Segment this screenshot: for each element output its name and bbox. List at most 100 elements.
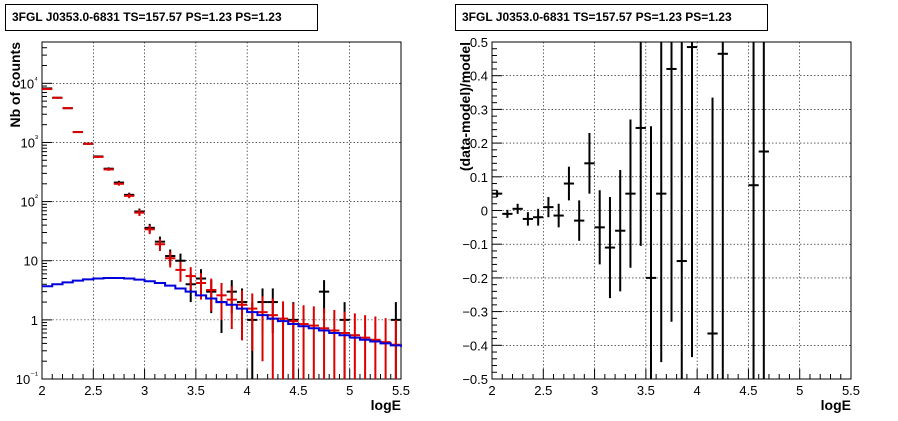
- data-point: [277, 301, 289, 379]
- data-point: [707, 97, 718, 379]
- y-axis-label: Nb of counts: [7, 42, 23, 128]
- y-tick-label: 10³: [21, 133, 38, 150]
- x-tick-label: 4.5: [289, 383, 307, 398]
- x-axis-label: logE: [821, 397, 851, 413]
- y-tick-label: 1: [31, 313, 38, 328]
- data-point: [645, 126, 657, 379]
- data-point: [492, 190, 503, 198]
- data-point: [62, 107, 73, 110]
- y-tick-label: 0.3: [470, 102, 488, 117]
- x-tick-label: 3.5: [187, 383, 205, 398]
- data-point: [584, 132, 595, 194]
- y-axis-label: (data-model)/model: [457, 42, 473, 171]
- data-point: [288, 303, 299, 379]
- model-line: [42, 277, 402, 347]
- plot-panel-1: 2 2.5 3 3.5 4 4.5 5 5.5 −0.5 −0.4 −0.3 −0.2 −0.1 0 0.1…: [457, 35, 860, 413]
- y-tick-label: 0.1: [470, 170, 488, 185]
- y-tick-label: 10⁻¹: [16, 370, 38, 387]
- data-point: [113, 182, 125, 186]
- data-point: [124, 193, 135, 199]
- data-point: [512, 203, 523, 214]
- y-tick-label: 0.2: [470, 136, 488, 151]
- data-point: [686, 42, 698, 358]
- data-point: [758, 42, 769, 379]
- right-plot-title: 3FGL J0353.0-6831 TS=157.57 PS=1.23 PS=1…: [455, 4, 768, 31]
- y-tick-label: −0.2: [462, 271, 488, 286]
- x-tick-label: 4: [244, 383, 251, 398]
- x-tick-label: 2: [38, 383, 45, 398]
- data-point: [635, 42, 646, 246]
- data-point: [206, 278, 217, 312]
- x-tick-label: 5.5: [392, 383, 410, 398]
- data-point: [563, 166, 575, 201]
- x-tick-label: 2.5: [534, 383, 552, 398]
- data-point: [543, 197, 554, 218]
- x-tick-label: 5: [346, 383, 353, 398]
- data-point: [329, 309, 340, 379]
- x-tick-label: 3: [141, 383, 148, 398]
- y-tick-label: 0.5: [470, 35, 488, 50]
- left-plot-title: 3FGL J0353.0-6831 TS=157.57 PS=1.23 PS=1…: [5, 4, 318, 31]
- data-point: [594, 190, 605, 265]
- data-point: [52, 96, 63, 99]
- data-point: [390, 319, 401, 379]
- y-tick-label: 0: [481, 204, 488, 219]
- x-tick-label: 4.5: [739, 383, 757, 398]
- data-point: [522, 212, 534, 226]
- series-2: [42, 277, 402, 347]
- data-point: [144, 225, 155, 235]
- data-point: [748, 42, 759, 379]
- data-point: [134, 209, 145, 217]
- series-0: [492, 42, 769, 379]
- data-point: [717, 42, 728, 379]
- data-point: [339, 311, 350, 379]
- data-point: [72, 131, 84, 134]
- y-tick-label: −0.4: [462, 338, 488, 353]
- series-1: [42, 88, 401, 379]
- data-point: [502, 209, 513, 218]
- data-point: [267, 298, 278, 379]
- data-point: [318, 280, 330, 314]
- data-point: [625, 119, 636, 268]
- y-tick-label: 10: [24, 254, 38, 269]
- data-point: [676, 42, 687, 379]
- y-tick-label: −0.3: [462, 305, 488, 320]
- x-tick-label: 3.5: [637, 383, 655, 398]
- data-point: [236, 290, 248, 341]
- data-point: [318, 308, 330, 379]
- data-point: [308, 306, 319, 379]
- y-tick-label: −0.1: [462, 237, 488, 252]
- data-point: [257, 296, 268, 362]
- data-point: [298, 305, 309, 379]
- data-point: [533, 208, 544, 226]
- data-point: [349, 313, 360, 379]
- x-tick-label: 2.5: [84, 383, 102, 398]
- data-point: [359, 315, 371, 379]
- data-point: [553, 203, 564, 228]
- x-tick-label: 3: [591, 383, 598, 398]
- y-tick-label: 0.4: [470, 69, 488, 84]
- data-point: [615, 170, 626, 292]
- data-point: [154, 238, 166, 252]
- data-point: [666, 42, 677, 322]
- data-point: [103, 168, 114, 171]
- data-point: [93, 155, 104, 159]
- data-point: [83, 142, 94, 145]
- y-tick-label: −0.5: [462, 372, 488, 387]
- data-point: [42, 88, 53, 91]
- y-tick-label: 10⁴: [20, 74, 38, 91]
- data-point: [370, 316, 381, 379]
- x-tick-label: 2: [488, 383, 495, 398]
- x-tick-label: 5.5: [842, 383, 860, 398]
- data-point: [380, 318, 391, 379]
- x-tick-label: 4: [694, 383, 701, 398]
- data-point: [574, 200, 585, 241]
- data-point: [165, 251, 176, 268]
- x-tick-label: 5: [796, 383, 803, 398]
- data-point: [604, 197, 616, 299]
- data-point: [175, 261, 186, 282]
- data-point: [247, 293, 258, 351]
- data-point: [656, 42, 667, 363]
